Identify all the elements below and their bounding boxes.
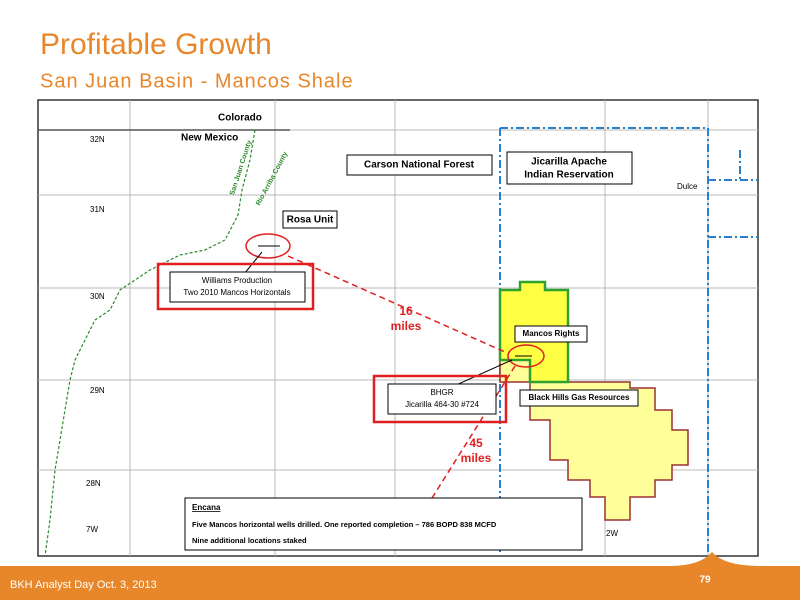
distance-label: miles <box>391 319 422 333</box>
callout-text: Williams Production <box>202 276 272 285</box>
township-label: 30N <box>90 292 105 301</box>
footer: BKH Analyst Day Oct. 3, 2013 79 <box>0 552 800 600</box>
callout-text: BHGR <box>430 388 453 397</box>
title: Profitable Growth <box>40 28 272 61</box>
township-label: 29N <box>90 386 105 395</box>
township-label: 2W <box>606 529 618 538</box>
township-label: 32N <box>90 135 105 144</box>
encana-text: Nine additional locations staked <box>192 536 307 545</box>
state-label: Colorado <box>218 113 262 124</box>
distance-label: miles <box>461 451 492 465</box>
reservation-label: Indian Reservation <box>524 170 613 181</box>
township-label: 28N <box>86 479 101 488</box>
state-label: New Mexico <box>181 133 238 144</box>
forest-label: Carson National Forest <box>364 160 475 171</box>
township-label: 7W <box>86 525 98 534</box>
callout-text: Jicarilla 464-30 #724 <box>405 400 479 409</box>
township-label: 31N <box>90 205 105 214</box>
town-label: Dulce <box>677 182 698 191</box>
unit-label: Rosa Unit <box>287 215 334 226</box>
encana-title: Encana <box>192 503 221 512</box>
distance-label: 45 <box>469 436 483 450</box>
encana-text: Five Mancos horizontal wells drilled. On… <box>192 520 497 529</box>
footer-text: BKH Analyst Day Oct. 3, 2013 <box>10 579 157 591</box>
lease-label: Black Hills Gas Resources <box>529 393 630 402</box>
map: Colorado New Mexico San Juan County Rio … <box>37 99 759 557</box>
distance-label: 16 <box>399 304 413 318</box>
reservation-label: Jicarilla Apache <box>531 157 607 168</box>
lease-label: Mancos Rights <box>523 329 580 338</box>
page-number: 79 <box>699 575 711 586</box>
subtitle: San Juan Basin - Mancos Shale <box>40 70 354 92</box>
callout-text: Two 2010 Mancos Horizontals <box>183 288 290 297</box>
